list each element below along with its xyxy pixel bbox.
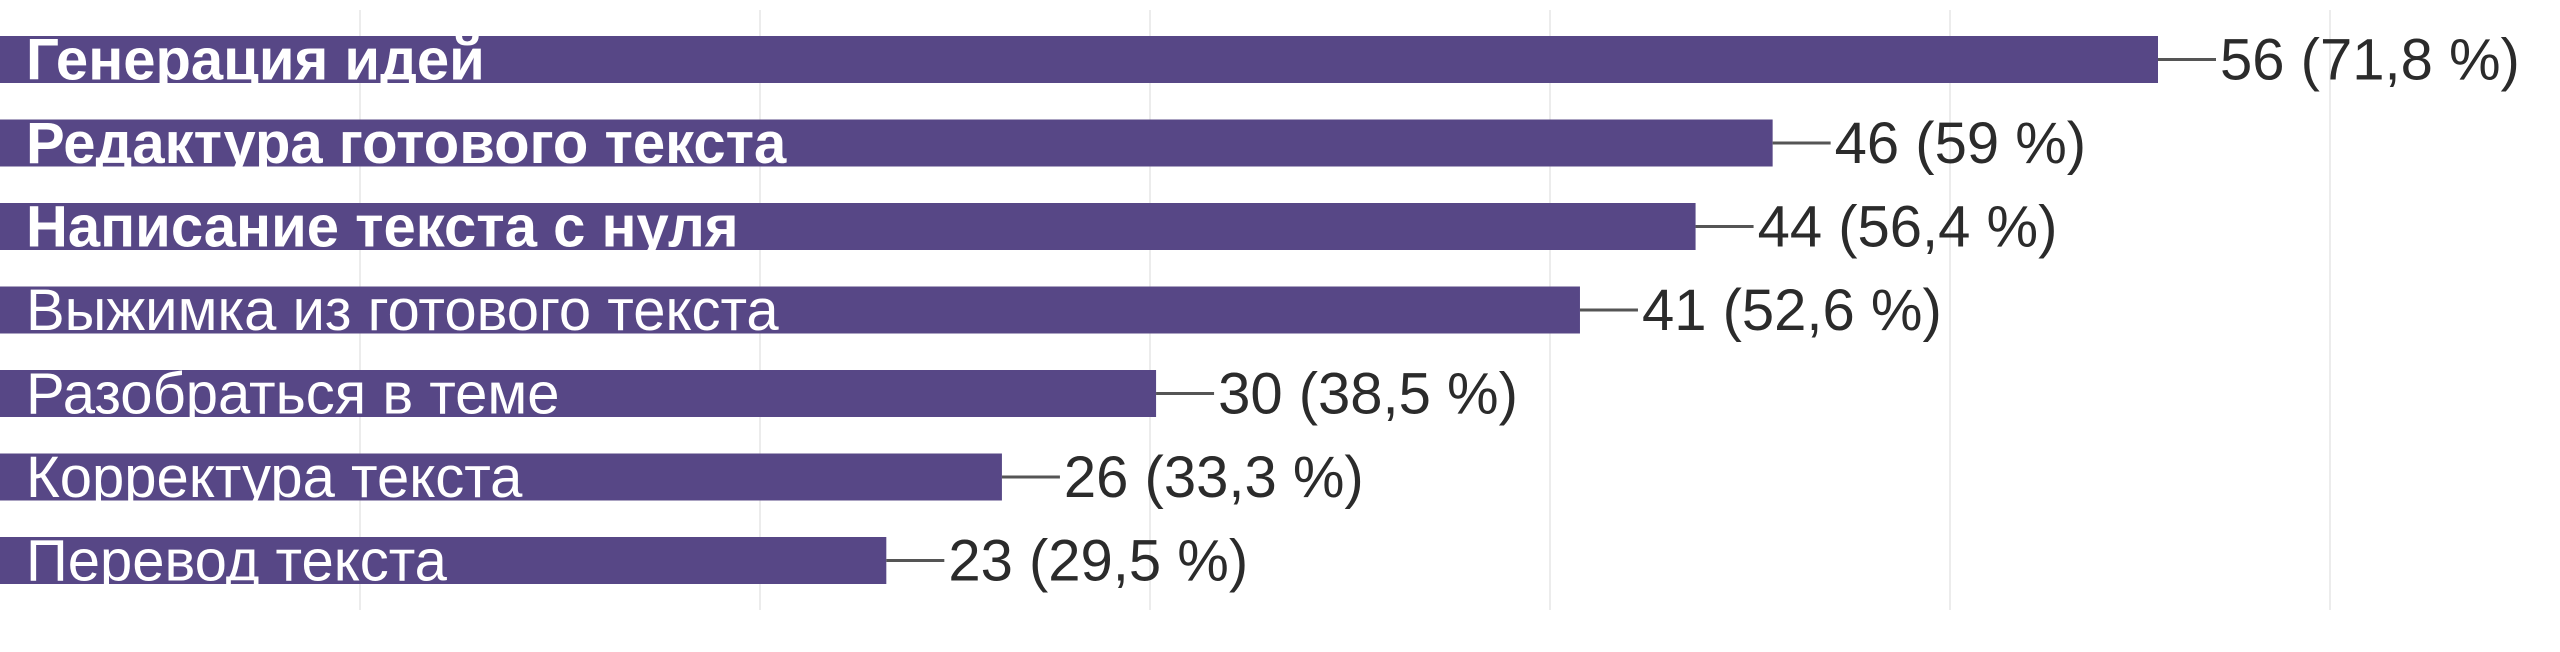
bar bbox=[0, 453, 1002, 501]
bar-group: Генерация идей 56 (71,8 %) bbox=[0, 28, 2520, 93]
bar-category-label: Написание текста с нуля bbox=[26, 195, 739, 260]
bar-value-label: 26 (33,3 %) bbox=[1064, 445, 1364, 510]
bar-category-label: Разобраться в теме bbox=[26, 362, 560, 427]
bar-group: Корректура текста 26 (33,3 %) bbox=[0, 445, 1364, 510]
bar-value-label: 23 (29,5 %) bbox=[948, 529, 1248, 594]
bar-category-label: Перевод текста bbox=[26, 529, 448, 594]
bar bbox=[0, 370, 1157, 417]
bar-group: Выжимка из готового текста 41 (52,6 %) bbox=[0, 278, 1942, 343]
bar-category-label: Выжимка из готового текста bbox=[26, 278, 779, 343]
bar-group: Написание текста с нуля 44 (56,4 %) bbox=[0, 195, 2057, 260]
bar-value-label: 30 (38,5 %) bbox=[1218, 362, 1518, 427]
bar-group: Разобраться в теме 30 (38,5 %) bbox=[0, 362, 1518, 427]
bar-value-label: 46 (59 %) bbox=[1835, 111, 2086, 176]
bar-value-label: 56 (71,8 %) bbox=[2220, 28, 2520, 93]
bar-group: Редактура готового текста 46 (59 %) bbox=[0, 111, 2086, 176]
bar-category-label: Корректура текста bbox=[26, 445, 523, 510]
bar-group: Перевод текста 23 (29,5 %) bbox=[0, 529, 1248, 594]
bar bbox=[0, 203, 1696, 250]
bar bbox=[0, 286, 1580, 334]
bar-value-label: 41 (52,6 %) bbox=[1642, 278, 1942, 343]
bar bbox=[0, 36, 2158, 83]
bar-category-label: Редактура готового текста bbox=[26, 111, 787, 176]
bar bbox=[0, 119, 1773, 167]
bar-category-label: Генерация идей bbox=[26, 28, 485, 93]
bar bbox=[0, 537, 887, 584]
bar-value-label: 44 (56,4 %) bbox=[1758, 195, 2058, 260]
